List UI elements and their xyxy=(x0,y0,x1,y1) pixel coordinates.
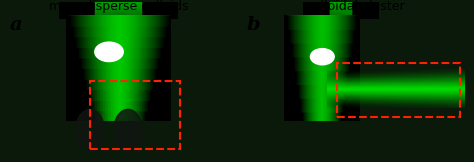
Circle shape xyxy=(95,42,123,62)
Circle shape xyxy=(315,52,329,62)
Bar xyxy=(90,81,180,149)
Text: colloidal cluster: colloidal cluster xyxy=(306,0,405,13)
Circle shape xyxy=(100,45,118,58)
Text: a: a xyxy=(9,16,22,34)
Circle shape xyxy=(104,49,114,55)
Ellipse shape xyxy=(114,109,142,150)
Circle shape xyxy=(310,49,334,65)
Bar xyxy=(337,63,460,117)
Ellipse shape xyxy=(76,109,104,150)
Text: b: b xyxy=(246,16,260,34)
Text: monodisperse colloids: monodisperse colloids xyxy=(49,0,188,13)
